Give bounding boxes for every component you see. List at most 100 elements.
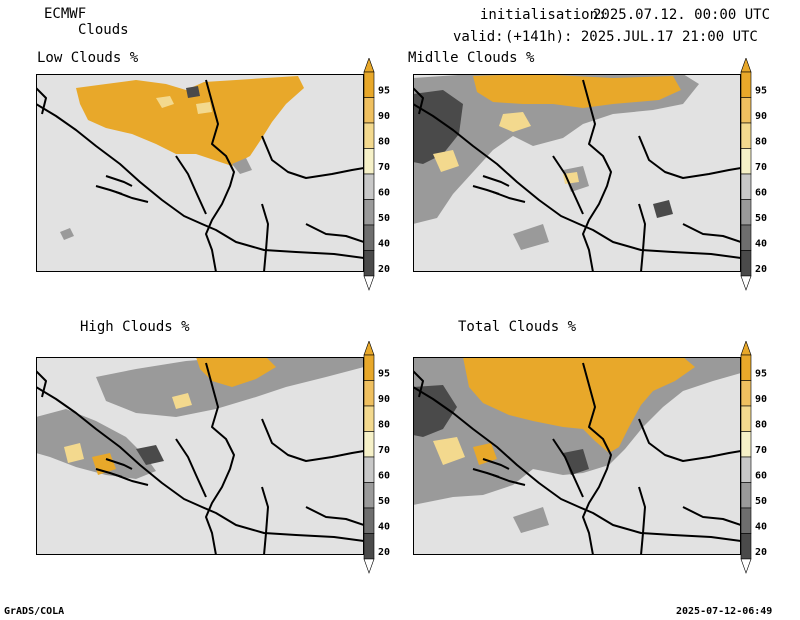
- country-borders: [413, 79, 741, 272]
- colorbar-label: 40: [378, 239, 390, 250]
- colorbar-segment: [740, 224, 752, 251]
- panel-title-low: Low Clouds %: [37, 50, 139, 66]
- colorbar-segment: [363, 199, 375, 226]
- colorbar-label: 95: [378, 369, 390, 380]
- panel-title-total: Total Clouds %: [458, 319, 577, 335]
- colorbar-label: 80: [378, 137, 390, 148]
- colorbar-label: 60: [755, 471, 767, 482]
- colorbar-segment: [363, 71, 375, 98]
- panel-title-middle: Midlle Clouds %: [408, 50, 535, 66]
- map-frame: [413, 74, 741, 272]
- footer-software: GrADS/COLA: [4, 606, 65, 617]
- map-frame: [413, 357, 741, 555]
- colorbar-label: 60: [755, 188, 767, 199]
- colorbar-label: 60: [378, 188, 390, 199]
- colorbar-label: 80: [755, 420, 767, 431]
- colorbar-label: 95: [755, 369, 767, 380]
- cloud-field: [60, 76, 304, 240]
- colorbar-segment: [363, 97, 375, 124]
- colorbar-segment: [740, 405, 752, 432]
- colorbar-label: 50: [755, 496, 767, 507]
- country-borders: [36, 79, 364, 272]
- colorbar-segment: [363, 224, 375, 251]
- colorbar-label: 90: [378, 111, 390, 122]
- colorbar-top-triangle: [363, 341, 375, 356]
- valid-value: (+141h): 2025.JUL.17 21:00 UTC: [505, 29, 758, 45]
- colorbar-label: 70: [378, 445, 390, 456]
- colorbar-segment: [740, 122, 752, 149]
- colorbar-middle: 95 90 80 70 60 50 40 20: [740, 58, 767, 291]
- colorbar-top-triangle: [363, 58, 375, 73]
- colorbar-bottom-triangle: [740, 558, 752, 574]
- map-frame: [36, 74, 364, 272]
- colorbar-label: 50: [755, 213, 767, 224]
- colorbar-bottom-triangle: [363, 275, 375, 291]
- colorbar-segment: [363, 456, 375, 483]
- footer-timestamp: 2025-07-12-06:49: [676, 606, 773, 617]
- colorbar-label: 95: [755, 86, 767, 97]
- colorbar-low: 95 90 80 70 60 50 40 20: [363, 58, 390, 291]
- country-borders: [413, 362, 741, 555]
- colorbar-segment: [363, 250, 375, 277]
- country-borders: [36, 362, 364, 555]
- colorbar-label: 60: [378, 471, 390, 482]
- panel-title-high: High Clouds %: [80, 319, 190, 335]
- valid-label: valid:: [453, 29, 504, 45]
- map-high-clouds: [36, 357, 364, 555]
- colorbar-total: 95 90 80 70 60 50 40 20: [740, 341, 767, 574]
- colorbar-segment: [363, 507, 375, 534]
- colorbar-label: 80: [378, 420, 390, 431]
- cloud-field: [413, 357, 741, 533]
- colorbar-segment: [740, 431, 752, 458]
- colorbar-high: 95 90 80 70 60 50 40 20: [363, 341, 390, 574]
- colorbar-label: 20: [378, 264, 390, 275]
- product-name: Clouds: [78, 22, 129, 38]
- colorbar-label: 80: [755, 137, 767, 148]
- colorbar-segment: [740, 380, 752, 407]
- colorbar-segment: [740, 173, 752, 200]
- colorbar-label: 50: [378, 496, 390, 507]
- colorbar-segment: [740, 507, 752, 534]
- colorbar-segment: [363, 405, 375, 432]
- colorbar-segment: [740, 199, 752, 226]
- colorbar-label: 90: [755, 111, 767, 122]
- colorbar-label: 20: [755, 264, 767, 275]
- colorbar-segment: [363, 482, 375, 509]
- colorbar-segment: [363, 173, 375, 200]
- colorbar-top-triangle: [740, 341, 752, 356]
- colorbar-label: 70: [755, 445, 767, 456]
- colorbar-segment: [363, 122, 375, 149]
- map-middle-clouds: [413, 74, 741, 272]
- model-name: ECMWF: [44, 6, 87, 22]
- map-low-clouds: [36, 74, 364, 272]
- colorbar-label: 40: [755, 239, 767, 250]
- colorbar-segment: [740, 354, 752, 381]
- cloud-field: [36, 357, 364, 479]
- colorbar-label: 50: [378, 213, 390, 224]
- colorbar-segment: [740, 148, 752, 175]
- colorbar-label: 20: [755, 547, 767, 558]
- colorbar-segment: [740, 71, 752, 98]
- colorbar-label: 70: [755, 162, 767, 173]
- colorbar-label: 40: [378, 522, 390, 533]
- map-frame: [36, 357, 364, 555]
- colorbar-segment: [740, 533, 752, 560]
- colorbar-label: 70: [378, 162, 390, 173]
- colorbar-label: 40: [755, 522, 767, 533]
- cloud-field: [413, 74, 699, 250]
- colorbar-top-triangle: [740, 58, 752, 73]
- colorbar-bottom-triangle: [363, 558, 375, 574]
- colorbar-label: 20: [378, 547, 390, 558]
- init-label: initialisation:: [480, 7, 607, 23]
- colorbar-segment: [740, 97, 752, 124]
- colorbar-segment: [363, 148, 375, 175]
- colorbar-segment: [740, 250, 752, 277]
- colorbar-segment: [363, 431, 375, 458]
- colorbar-segment: [363, 533, 375, 560]
- colorbar-segment: [363, 380, 375, 407]
- colorbar-segment: [740, 456, 752, 483]
- colorbar-label: 90: [378, 394, 390, 405]
- colorbar-segment: [363, 354, 375, 381]
- init-value: 2025.07.12. 00:00 UTC: [593, 7, 771, 23]
- map-total-clouds: [413, 357, 741, 555]
